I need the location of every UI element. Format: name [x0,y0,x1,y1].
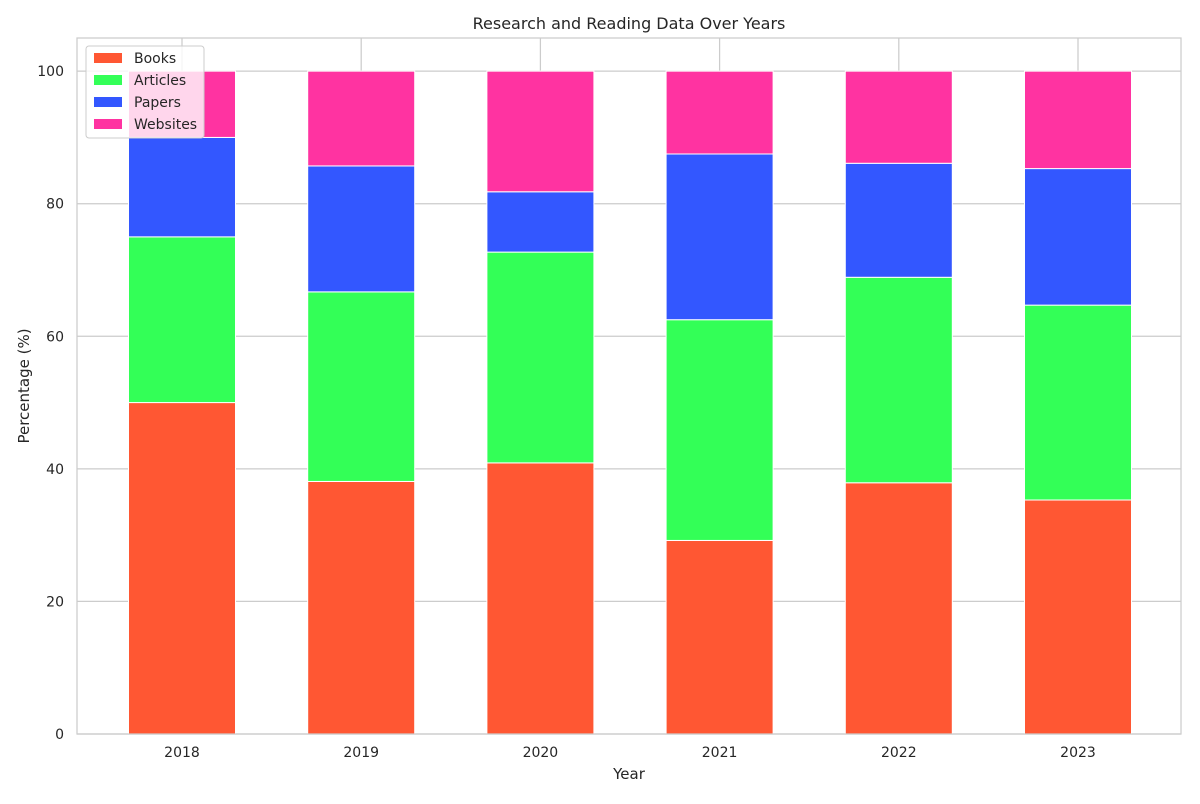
legend-swatch-books [94,53,122,63]
bar-segment-websites-2020 [486,70,595,193]
legend-box [85,45,205,139]
x-tick-label: 2019 [343,745,379,761]
bar-segment-books-2023 [1024,499,1132,735]
legend-swatch-websites [94,119,122,129]
chart-title: Research and Reading Data Over Years [473,14,786,33]
tick-labels: 2018 2019 2020 2021 2022 2023 0 20 40 60 80 100 [37,64,1096,761]
x-axis-label: Year [612,765,646,783]
legend: Books Articles Papers Websites [85,45,205,139]
bar-segment-papers-2018 [128,136,236,238]
x-tick-label: 2018 [164,745,200,761]
y-axis-label: Percentage (%) [15,328,33,443]
y-tick-label: 100 [37,64,64,80]
bar-segment-books-2020 [486,462,595,735]
y-tick-label: 40 [46,462,64,478]
legend-label-papers: Papers [134,95,181,111]
bar-segment-articles-2022 [844,276,953,484]
bar-segment-papers-2023 [1024,168,1132,306]
bar-segment-articles-2021 [665,319,774,541]
x-tick-label: 2022 [881,745,917,761]
legend-label-websites: Websites [134,117,197,133]
x-tick-label: 2023 [1060,745,1096,761]
y-tick-label: 0 [55,727,64,743]
bars [128,70,1132,735]
x-tick-label: 2020 [523,745,559,761]
bar-segment-websites-2019 [307,70,416,167]
legend-label-articles: Articles [134,73,186,89]
legend-label-books: Books [134,51,176,67]
y-tick-label: 60 [46,329,64,345]
legend-swatch-papers [94,97,122,107]
x-tick-label: 2021 [702,745,738,761]
bar-segment-papers-2022 [844,162,953,278]
y-tick-label: 80 [46,197,64,213]
bar-segment-papers-2019 [307,165,416,293]
bar-segment-papers-2020 [486,191,595,253]
bar-segment-books-2021 [665,539,774,735]
bar-segment-websites-2022 [844,70,953,164]
bar-segment-articles-2020 [486,251,595,464]
bar-segment-articles-2023 [1024,304,1132,501]
bar-segment-websites-2021 [665,70,774,155]
y-tick-label: 20 [46,594,64,610]
bar-segment-articles-2019 [307,291,416,482]
bar-segment-books-2019 [307,480,416,735]
bar-segment-articles-2018 [128,236,236,404]
legend-swatch-articles [94,75,122,85]
plot-frame [76,37,1182,735]
bar-segment-books-2022 [844,482,953,735]
bar-segment-websites-2023 [1024,70,1132,170]
bar-segment-books-2018 [128,402,236,735]
bar-segment-papers-2021 [665,153,774,321]
